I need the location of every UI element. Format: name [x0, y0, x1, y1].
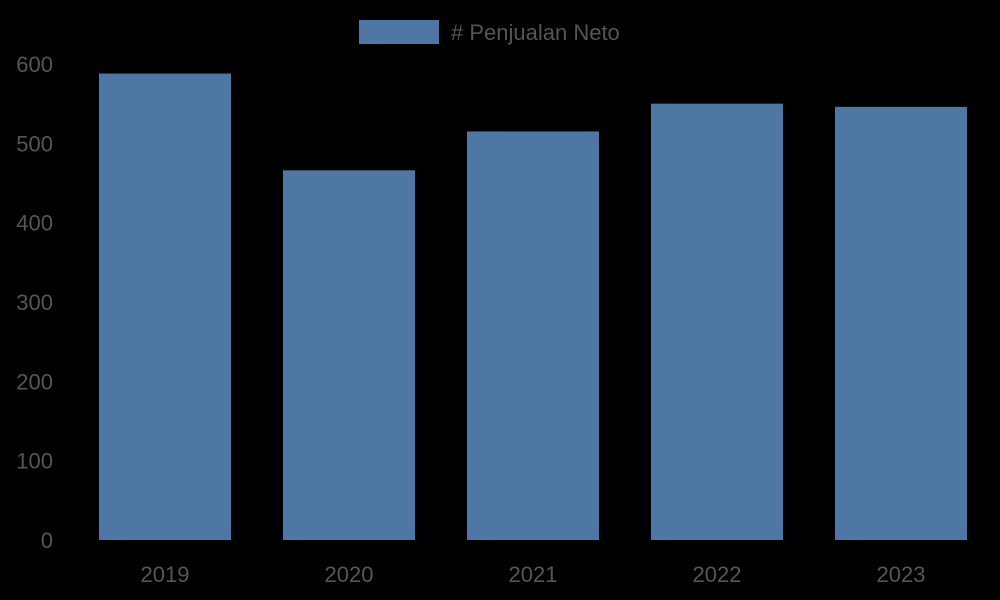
- x-tick-label: 2019: [141, 562, 190, 587]
- bar-2019[interactable]: [99, 73, 231, 541]
- bar-2021[interactable]: [467, 131, 599, 540]
- legend-swatch: [359, 20, 439, 44]
- y-tick-label: 400: [16, 211, 53, 236]
- y-axis: 0 100 200 300 400 500 600: [16, 52, 53, 553]
- y-tick-label: 300: [16, 290, 53, 315]
- legend-label: # Penjualan Neto: [451, 20, 620, 45]
- legend[interactable]: # Penjualan Neto: [359, 20, 620, 45]
- x-tick-label: 2022: [693, 562, 742, 587]
- y-tick-label: 0: [41, 528, 53, 553]
- y-tick-label: 200: [16, 369, 53, 394]
- y-tick-label: 600: [16, 52, 53, 77]
- x-tick-label: 2021: [509, 562, 558, 587]
- bar-2023[interactable]: [835, 106, 967, 540]
- x-axis: 2019 2020 2021 2022 2023: [141, 562, 926, 587]
- y-tick-label: 100: [16, 449, 53, 474]
- bars: [99, 73, 967, 541]
- x-tick-label: 2020: [325, 562, 374, 587]
- bar-2022[interactable]: [651, 103, 783, 541]
- bar-2020[interactable]: [283, 170, 415, 540]
- y-tick-label: 500: [16, 131, 53, 156]
- x-tick-label: 2023: [877, 562, 926, 587]
